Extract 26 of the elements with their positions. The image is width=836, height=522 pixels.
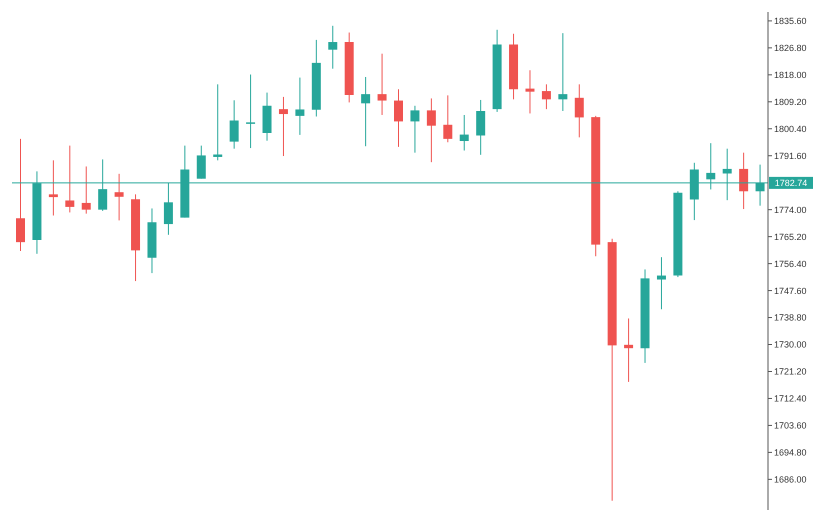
- y-tick-label: 1756.40: [774, 258, 807, 269]
- candlestick: [558, 33, 568, 111]
- y-tick-label: 1835.60: [774, 16, 807, 26]
- candlestick: [278, 96, 288, 156]
- candlestick: [525, 70, 534, 114]
- candlestick: [246, 74, 256, 148]
- y-tick-label: 1818.00: [774, 70, 807, 80]
- ref-line-label: 1782.74: [774, 178, 808, 188]
- y-tick-label: 1686.00: [774, 474, 807, 485]
- y-tick-label: 1826.80: [774, 43, 807, 54]
- candlestick: [48, 160, 58, 216]
- y-tick-label: 1694.80: [774, 448, 807, 458]
- y-tick-label: 1747.60: [774, 286, 807, 296]
- candlestick: [213, 84, 222, 160]
- y-tick-label: 1765.20: [774, 232, 807, 242]
- y-tick-label: 1721.20: [774, 366, 807, 377]
- y-tick-label: 1791.60: [774, 150, 807, 161]
- y-tick-label: 1774.00: [774, 204, 807, 215]
- y-tick-label: 1712.40: [774, 394, 807, 404]
- y-tick-label: 1738.80: [774, 312, 807, 323]
- candlestick: [378, 54, 387, 115]
- y-tick-label: 1730.00: [774, 340, 807, 350]
- y-tick-label: 1809.20: [774, 96, 807, 107]
- y-tick-label: 1800.40: [774, 124, 807, 134]
- y-tick-label: 1703.60: [774, 420, 807, 431]
- candlestick: [656, 257, 666, 310]
